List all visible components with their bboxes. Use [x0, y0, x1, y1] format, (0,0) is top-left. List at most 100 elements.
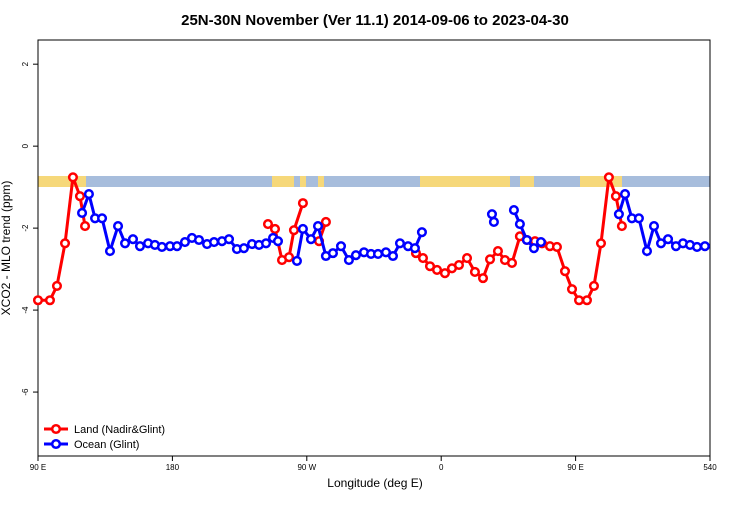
x-tick-label: 90 W: [297, 463, 316, 472]
point: [97, 213, 108, 224]
land-strip: [318, 176, 324, 187]
point: [588, 280, 600, 291]
point: [112, 221, 124, 232]
point: [616, 221, 627, 232]
point: [127, 234, 139, 245]
point: [262, 218, 274, 230]
point: [535, 237, 547, 248]
point: [484, 254, 496, 265]
point: [528, 243, 539, 254]
point: [51, 280, 63, 291]
point: [394, 238, 406, 249]
point: [134, 241, 146, 252]
point: [171, 241, 183, 252]
point: [648, 221, 660, 232]
land-strip: [38, 176, 86, 187]
x-tick-label: 540: [703, 463, 717, 472]
point: [209, 237, 220, 248]
ocean-strip: [38, 176, 710, 187]
point: [297, 223, 308, 234]
point: [699, 241, 710, 252]
point: [492, 246, 503, 257]
point: [416, 227, 427, 238]
point: [633, 213, 644, 224]
point: [461, 252, 473, 264]
point: [320, 216, 331, 228]
point: [59, 238, 71, 249]
point: [335, 241, 347, 252]
x-tick-label: 90 E: [30, 463, 46, 472]
y-tick-label: -4: [21, 306, 30, 314]
point: [514, 218, 525, 230]
land-strip: [300, 176, 306, 187]
point: [581, 295, 592, 306]
land-strip: [580, 176, 622, 187]
point: [559, 266, 571, 277]
point: [521, 234, 532, 246]
point: [272, 236, 284, 247]
point: [269, 223, 281, 234]
point: [74, 191, 86, 202]
land-mask: [38, 176, 710, 187]
point: [327, 248, 338, 259]
y-tick-label: -6: [21, 388, 30, 396]
point: [431, 264, 443, 275]
point: [691, 241, 703, 253]
point: [67, 172, 78, 183]
point: [417, 252, 429, 264]
point: [619, 189, 631, 200]
point: [409, 243, 420, 254]
point: [120, 238, 131, 249]
x-axis-label: Longitude (deg E): [327, 476, 422, 490]
point: [288, 225, 300, 236]
point: [387, 250, 399, 262]
legend-label: Land (Nadir&Glint): [74, 424, 165, 436]
point: [566, 284, 578, 295]
point: [477, 273, 489, 284]
point: [595, 238, 607, 249]
point: [305, 234, 317, 245]
x-tick-label: 180: [166, 463, 180, 472]
point: [260, 238, 272, 249]
point: [312, 221, 324, 232]
point: [488, 216, 499, 228]
legend-swatch: [50, 438, 62, 450]
point: [573, 295, 585, 306]
point: [453, 259, 465, 271]
land-strip: [420, 176, 510, 187]
legend-swatch: [50, 423, 62, 435]
y-tick-label: -2: [21, 224, 30, 232]
point: [291, 255, 302, 266]
x-tick-label: 0: [439, 463, 444, 472]
point: [283, 252, 295, 263]
point: [613, 209, 624, 220]
point: [297, 198, 308, 209]
point: [104, 246, 116, 257]
point: [469, 266, 480, 278]
point: [551, 241, 562, 253]
point: [641, 246, 653, 257]
x-tick-label: 90 E: [567, 463, 583, 472]
point: [238, 243, 249, 254]
point: [83, 189, 94, 200]
point: [79, 221, 91, 232]
land-strip: [520, 176, 534, 187]
land-strip: [272, 176, 294, 187]
plot-frame: [37, 39, 711, 457]
point: [179, 237, 190, 248]
point: [486, 209, 498, 220]
chart-title: 25N-30N November (Ver 11.1) 2014-09-06 t…: [181, 12, 569, 29]
y-tick-label: 0: [21, 143, 30, 148]
point: [603, 172, 614, 183]
legend-label: Ocean (Glint): [74, 439, 139, 451]
point: [193, 234, 205, 246]
y-axis-label: XCO2 - MLO trend (ppm): [0, 181, 13, 316]
point: [32, 295, 44, 306]
point: [506, 257, 518, 269]
point: [156, 241, 167, 253]
point: [655, 238, 667, 249]
point: [343, 255, 354, 266]
point: [372, 248, 384, 259]
point: [508, 205, 519, 216]
